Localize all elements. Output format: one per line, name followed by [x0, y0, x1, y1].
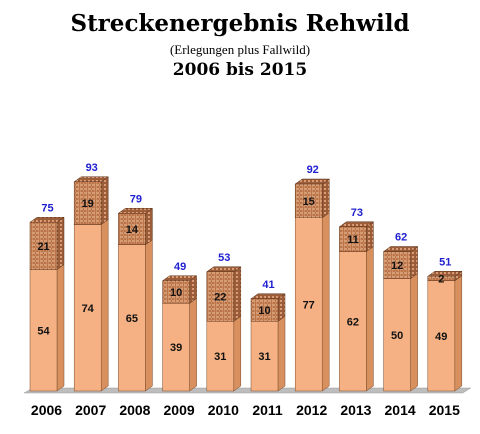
bar-stack-value-2009: 10 — [170, 287, 182, 299]
x-tick-2010: 2010 — [208, 402, 239, 418]
bar-side-stack-2014 — [410, 246, 418, 279]
bar-side-stack-2008 — [145, 207, 153, 246]
bar-top-2012 — [294, 178, 330, 185]
bar-base-2010 — [206, 321, 235, 392]
bar-top-2010 — [206, 266, 242, 272]
x-tick-2007: 2007 — [75, 402, 106, 418]
bar-2009: 39 10 49 — [161, 261, 198, 392]
x-tick-2009: 2009 — [164, 402, 195, 418]
bar-stack-value-2007: 19 — [82, 198, 94, 210]
bar-2012: 77 15 92 — [294, 164, 330, 392]
bar-base-2014 — [383, 278, 411, 392]
bar-top-2015 — [427, 271, 463, 277]
bar-stack-value-2011: 10 — [258, 305, 270, 317]
bar-total-2006: 75 — [41, 202, 53, 214]
bar-stack-2008 — [118, 213, 146, 245]
bar-top-2007 — [73, 176, 109, 182]
bar-2010: 31 22 53 — [206, 252, 242, 392]
bar-total-2013: 73 — [351, 207, 363, 219]
bar-side-base-2012 — [321, 212, 330, 392]
bar-total-2008: 79 — [130, 193, 142, 205]
bar-side-stack-2012 — [321, 178, 330, 219]
bar-base-value-2010: 31 — [214, 351, 226, 363]
bar-side-base-2011 — [277, 315, 286, 392]
bar-2014: 50 12 62 — [382, 232, 419, 392]
bar-base-2015 — [427, 280, 456, 392]
chart-title: Streckenergebnis Rehwild — [70, 10, 410, 37]
x-axis-labels: 2006 2007 2008 2009 2010 2011 2012 2013 2014 2015 — [31, 402, 460, 418]
bars-group: 54 21 75 74 19 93 65 14 79 39 10 49 31 22 53 31 10 41 77 15… — [29, 162, 463, 392]
bar-stack-2014 — [383, 251, 411, 279]
bar-stack-2012 — [294, 183, 323, 218]
bar-total-2007: 93 — [86, 162, 98, 174]
bar-top-2014 — [382, 246, 419, 252]
bar-base-value-2015: 49 — [435, 331, 447, 343]
bar-stack-2007 — [73, 181, 102, 225]
bar-stack-value-2010: 22 — [214, 292, 226, 304]
bar-top-2009 — [161, 275, 198, 281]
bar-stack-value-2015: 2 — [438, 274, 444, 286]
bar-total-2014: 62 — [395, 232, 407, 244]
bar-side-base-2006 — [56, 264, 65, 392]
bar-stack-2006 — [29, 222, 58, 270]
bar-base-value-2008: 65 — [126, 313, 138, 325]
bar-base-value-2014: 50 — [391, 330, 403, 342]
bar-stack-value-2008: 14 — [126, 224, 139, 236]
bar-2007: 74 19 93 — [73, 162, 109, 392]
x-tick-2012: 2012 — [296, 402, 327, 418]
bar-2013: 62 11 73 — [338, 207, 375, 392]
bar-side-base-2010 — [233, 315, 242, 392]
bar-total-2011: 41 — [262, 279, 274, 291]
bar-total-2012: 92 — [307, 164, 319, 176]
bar-base-value-2006: 54 — [37, 325, 50, 337]
bar-base-2011 — [250, 321, 279, 392]
bar-side-stack-2007 — [100, 176, 109, 225]
x-tick-2015: 2015 — [429, 402, 460, 418]
bar-total-2015: 51 — [439, 256, 451, 268]
bar-top-2006 — [29, 217, 65, 223]
bar-side-stack-2006 — [56, 216, 65, 270]
x-tick-2006: 2006 — [31, 402, 62, 418]
bar-stack-value-2014: 12 — [391, 260, 403, 272]
bar-side-base-2007 — [100, 219, 109, 392]
bar-2008: 65 14 79 — [117, 193, 154, 392]
bar-top-2011 — [250, 293, 286, 299]
bar-base-value-2007: 74 — [82, 303, 95, 315]
bar-2011: 31 10 41 — [250, 279, 286, 392]
bar-base-value-2011: 31 — [258, 351, 270, 363]
x-tick-2011: 2011 — [252, 402, 283, 418]
bar-stack-value-2006: 21 — [37, 241, 49, 253]
chart-period: 2006 bis 2015 — [172, 60, 308, 80]
bar-base-2008 — [118, 244, 146, 392]
bar-side-base-2015 — [454, 275, 463, 392]
bar-base-value-2009: 39 — [170, 342, 182, 354]
bar-side-base-2008 — [145, 239, 153, 392]
bar-top-2008 — [117, 208, 154, 214]
x-tick-2014: 2014 — [385, 402, 416, 418]
bar-base-value-2012: 77 — [303, 299, 315, 311]
bar-side-stack-2010 — [233, 266, 242, 322]
bar-stack-value-2012: 15 — [303, 196, 315, 208]
bar-stack-value-2013: 11 — [347, 234, 359, 246]
bar-2015: 49 2 51 — [427, 256, 463, 392]
bar-stack-2010 — [206, 271, 235, 322]
bar-base-value-2013: 62 — [347, 316, 359, 328]
bar-2006: 54 21 75 — [29, 202, 65, 392]
x-tick-2008: 2008 — [119, 402, 150, 418]
bar-total-2009: 49 — [174, 261, 186, 273]
bar-base-2006 — [29, 269, 58, 392]
bar-side-base-2009 — [189, 297, 197, 392]
bar-base-2007 — [73, 224, 102, 392]
bar-stack-2013 — [339, 226, 367, 252]
x-tick-2013: 2013 — [340, 402, 371, 418]
bar-side-base-2013 — [366, 246, 374, 392]
bar-top-2013 — [338, 221, 375, 227]
bar-side-base-2014 — [410, 273, 418, 392]
bar-total-2010: 53 — [218, 252, 230, 264]
chart-subtitle: (Erlegungen plus Fallwild) — [169, 42, 311, 57]
